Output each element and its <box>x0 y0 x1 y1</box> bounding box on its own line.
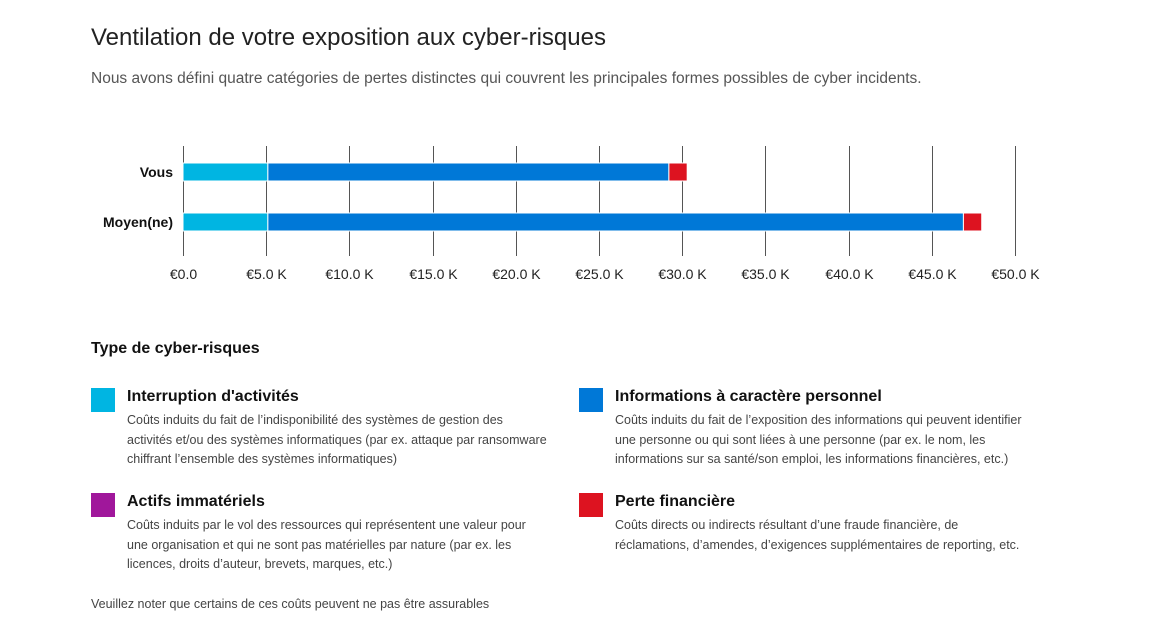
legend-item-description: Coûts induits du fait de l’exposition de… <box>615 413 1022 466</box>
x-tick-label: €25.0 K <box>575 266 624 282</box>
y-category-label: Vous <box>140 164 173 180</box>
page-subtitle: Nous avons défini quatre catégories de p… <box>91 70 922 87</box>
legend-item-description: Coûts induits par le vol des ressources … <box>127 518 526 571</box>
bar-segment[interactable] <box>267 162 670 182</box>
x-tick-label: €15.0 K <box>409 266 458 282</box>
bar-segment[interactable] <box>267 212 964 232</box>
legend-swatch <box>579 388 603 412</box>
chart-bars <box>182 162 983 232</box>
legend-item-name: Actifs immatériels <box>127 493 265 510</box>
page-title: Ventilation de votre exposition aux cybe… <box>91 24 606 51</box>
legend-item-name: Interruption d'activités <box>127 388 299 405</box>
legend-title: Type de cyber-risques <box>91 340 260 357</box>
x-tick-label: €0.0 <box>170 266 197 282</box>
legend-item-description: Coûts directs ou indirects résultant d’u… <box>615 518 1020 552</box>
legend-item-name: Perte financière <box>615 493 736 510</box>
x-tick-label: €35.0 K <box>741 266 790 282</box>
bar-segment[interactable] <box>962 212 983 232</box>
x-tick-label: €30.0 K <box>658 266 707 282</box>
x-tick-label: €20.0 K <box>492 266 541 282</box>
exposure-bar-chart: Vous Moyen(ne) €0.0 €5.0 K €10.0 K €15.0 K €2… <box>103 146 1040 282</box>
legend-swatch <box>91 388 115 412</box>
chart-category-labels: Vous Moyen(ne) <box>103 164 173 230</box>
x-tick-label: €5.0 K <box>246 266 287 282</box>
bar-segment[interactable] <box>668 162 688 182</box>
x-tick-label: €50.0 K <box>991 266 1040 282</box>
legend-item-description: Coûts induits du fait de l’indisponibili… <box>127 413 547 466</box>
legend-swatch <box>91 493 115 517</box>
x-tick-label: €10.0 K <box>325 266 374 282</box>
y-category-label: Moyen(ne) <box>103 214 173 230</box>
legend-item-name: Informations à caractère personnel <box>615 388 882 405</box>
bar-segment[interactable] <box>182 162 269 182</box>
x-tick-label: €45.0 K <box>908 266 957 282</box>
chart-tick-labels: €0.0 €5.0 K €10.0 K €15.0 K €20.0 K €25.0 K €3… <box>170 266 1040 282</box>
bar-segment[interactable] <box>182 212 269 232</box>
footnote: Veuillez noter que certains de ces coûts… <box>91 597 490 611</box>
x-tick-label: €40.0 K <box>825 266 874 282</box>
legend-swatch <box>579 493 603 517</box>
